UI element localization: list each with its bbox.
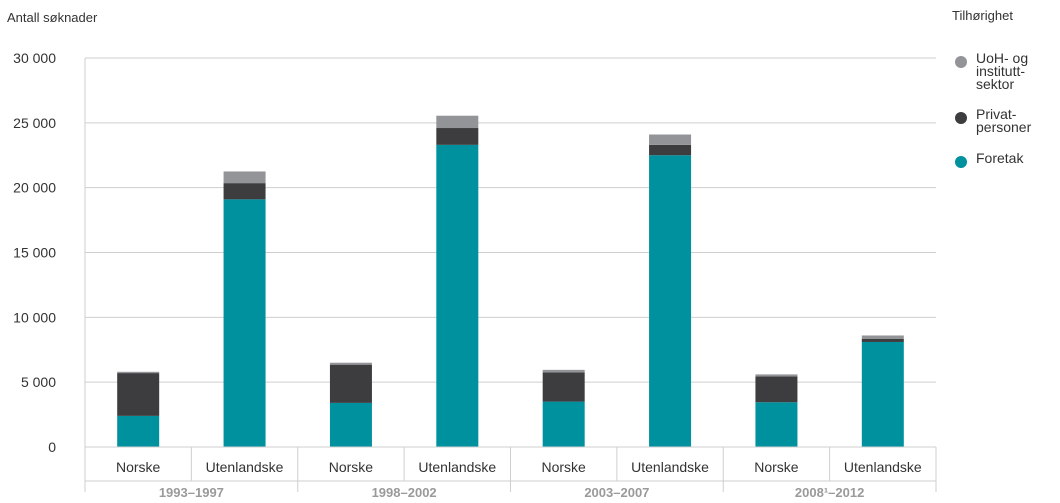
y-tick-label: 25 000 [13,115,56,131]
legend-swatch [955,156,967,168]
legend-swatch [955,112,967,124]
group-label: 1993–1997 [159,485,224,500]
x-tick-label: Utenlandske [631,459,709,475]
bar-segment [542,372,585,402]
bar-segment [755,374,798,377]
x-tick-label: Utenlandske [206,459,284,475]
x-tick-label: Utenlandske [844,459,922,475]
bar-segment [117,373,160,416]
y-tick-label: 15 000 [13,245,56,261]
bar-segment [436,115,479,129]
bar-segment [329,402,372,447]
bar-segment [223,199,266,447]
legend-swatch [955,56,967,68]
legend-label: Privat- personer [976,106,1032,135]
bar-segment [117,415,160,447]
group-label: 2003–2007 [584,485,649,500]
x-tick-label: Utenlandske [418,459,496,475]
bar-segment [649,144,692,156]
legend-label: Foretak [976,150,1024,166]
bar-segment [329,362,372,365]
group-label: 1998–2002 [372,485,437,500]
x-tick-label: Norske [542,459,587,475]
bar-segment [861,338,904,342]
y-tick-label: 5 000 [21,374,56,390]
group-label: 2008¹–2012 [795,485,864,500]
x-tick-label: Norske [754,459,799,475]
bar-segment [861,335,904,339]
x-tick-label: Norske [116,459,161,475]
bar-segment [755,402,798,447]
bar-segment [117,371,160,374]
bar-segment [542,401,585,447]
bar-segment [223,183,266,200]
y-tick-label: 0 [48,439,56,455]
y-tick-label: 20 000 [13,180,56,196]
bar-segment [436,144,479,448]
legend-label: UoH- og institutt- sektor [976,50,1029,92]
bar-segment [649,134,692,145]
bar-segment [436,128,479,145]
bar-segment [649,155,692,447]
bar-segment [861,341,904,447]
x-tick-label: Norske [329,459,374,475]
y-tick-label: 10 000 [13,309,56,325]
bar-segment [223,171,266,184]
y-axis-label: Antall søknader [7,10,98,25]
bar-segment [329,364,372,403]
legend-title: Tilhørighet [952,8,1013,23]
y-tick-label: 30 000 [13,50,56,66]
bar-segment [755,376,798,403]
bar-segment [542,369,585,373]
